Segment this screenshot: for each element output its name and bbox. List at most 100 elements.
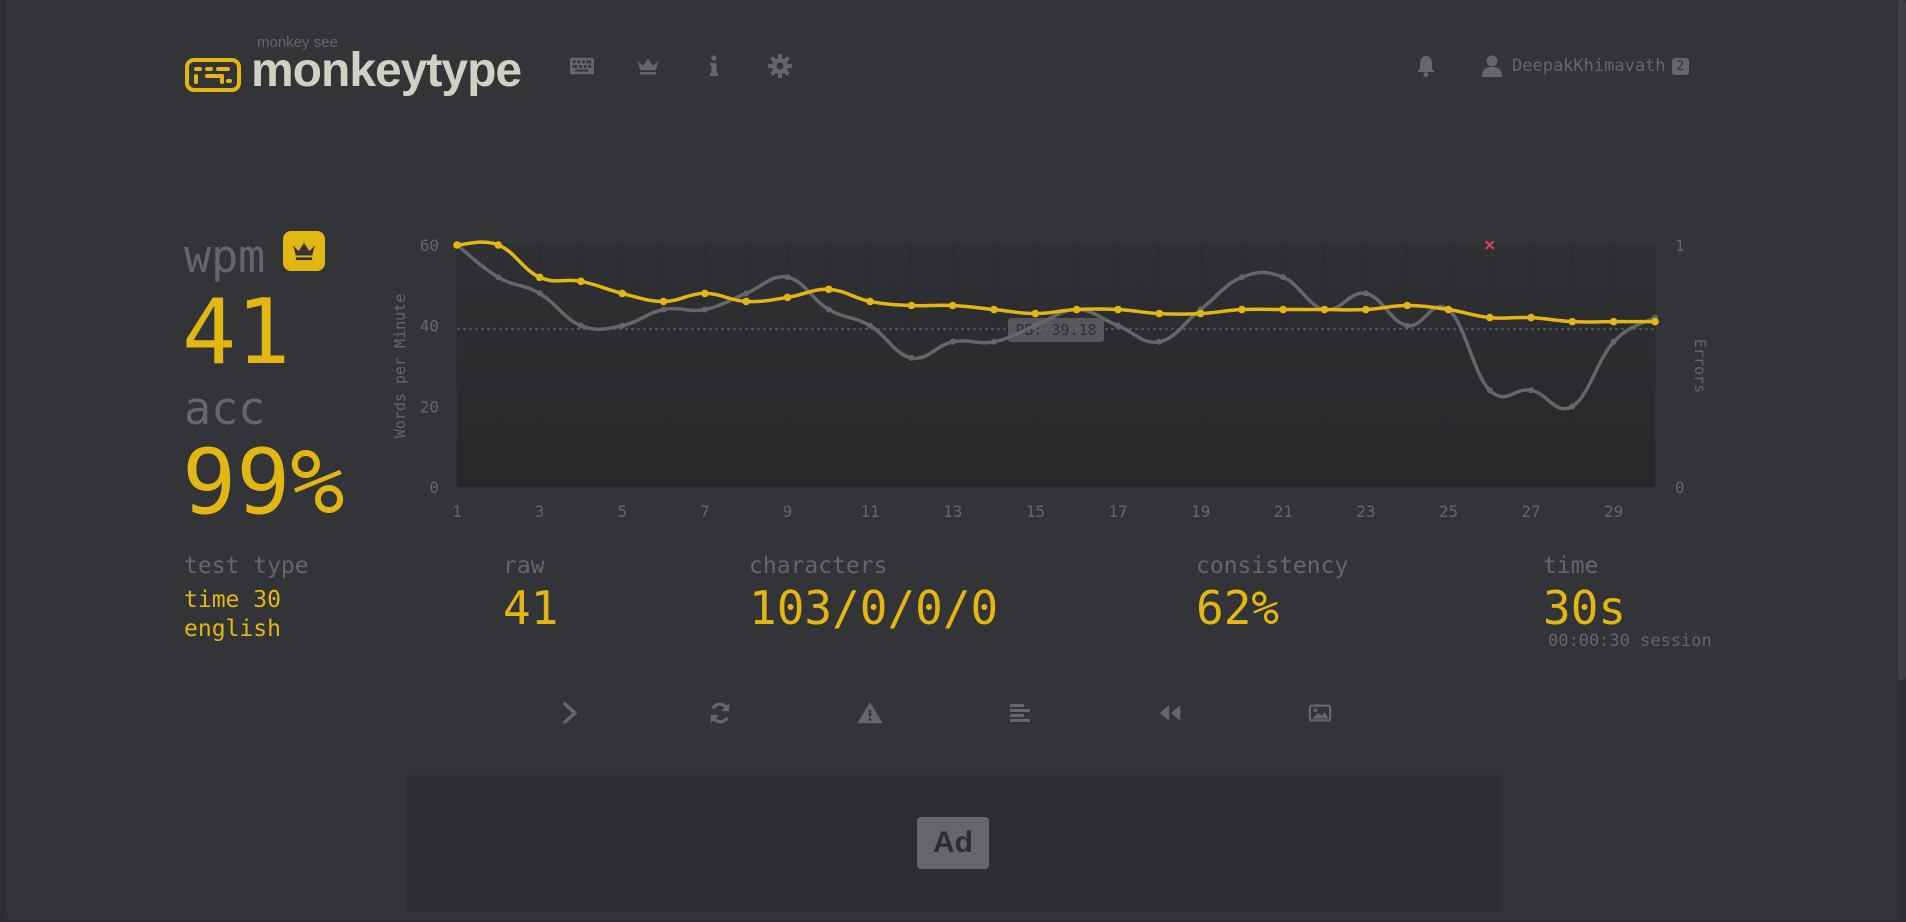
x-tick-label: 21 — [1274, 502, 1293, 521]
data-point-raw — [1362, 290, 1369, 297]
bell-icon[interactable] — [1414, 54, 1438, 78]
replay-icon[interactable] — [1158, 698, 1182, 728]
data-point-raw — [619, 322, 626, 329]
time-value: 30s — [1543, 581, 1627, 635]
account-nav: DeepakKhimavath 2 — [1414, 54, 1690, 78]
gear-icon[interactable] — [768, 54, 792, 78]
data-point-raw — [495, 274, 502, 281]
acc-label: acc — [184, 382, 266, 435]
keyboard-icon[interactable] — [570, 54, 594, 78]
x-tick-label: 19 — [1191, 502, 1210, 521]
data-point-wpm — [742, 297, 750, 306]
data-point-wpm — [824, 285, 833, 294]
y-axis-title: Words per Minute — [391, 294, 409, 439]
test-type-mode: time 30 — [184, 587, 281, 613]
data-point-raw — [1156, 338, 1163, 345]
session-time: 00:00:30 session — [1548, 631, 1712, 651]
data-point-raw — [784, 274, 791, 281]
data-point-wpm — [1031, 309, 1040, 318]
user-account[interactable]: DeepakKhimavath 2 — [1482, 55, 1690, 77]
characters-label: characters — [749, 553, 888, 579]
data-point-wpm — [1568, 317, 1577, 326]
data-point-raw — [867, 322, 874, 329]
y-tick-label: 60 — [420, 236, 439, 255]
x-tick-label: 3 — [535, 502, 545, 521]
pb-label-box — [1008, 317, 1104, 342]
data-point-raw — [1404, 322, 1411, 329]
data-point-wpm — [866, 297, 874, 306]
y-tick-label: 40 — [420, 317, 439, 336]
data-point-raw — [1486, 387, 1493, 394]
data-point-raw — [825, 306, 832, 313]
ad-slot[interactable]: Ad — [406, 775, 1500, 911]
wpm-value: 41 — [182, 280, 291, 385]
data-point-wpm — [1155, 309, 1164, 318]
data-point-wpm — [1527, 313, 1535, 322]
data-point-wpm — [701, 289, 709, 298]
logo[interactable]: monkey see monkeytype — [185, 34, 522, 97]
data-point-wpm — [1403, 301, 1411, 310]
data-point-wpm — [659, 297, 668, 306]
raw-value: 41 — [503, 581, 559, 635]
data-point-raw — [660, 306, 667, 313]
data-point-raw — [1569, 403, 1576, 410]
data-point-raw — [908, 354, 915, 361]
data-point-raw — [1032, 322, 1039, 329]
info-icon[interactable] — [702, 54, 726, 78]
x-tick-label: 1 — [452, 502, 462, 521]
data-point-raw — [701, 306, 708, 313]
data-point-wpm — [1072, 305, 1081, 314]
pb-crown-icon — [283, 231, 325, 271]
data-point-raw — [1280, 274, 1287, 281]
data-point-raw — [949, 338, 956, 345]
data-point-raw — [1238, 274, 1245, 281]
scrollbar[interactable] — [1898, 0, 1906, 680]
logo-subtitle: monkey see — [257, 34, 338, 51]
data-point-raw — [1610, 338, 1617, 345]
data-point-wpm — [1485, 313, 1494, 322]
data-point-raw — [577, 322, 584, 329]
y-tick-label: 20 — [420, 397, 439, 416]
x-tick-label: 17 — [1108, 502, 1127, 521]
y2-tick-label: 0 — [1675, 478, 1685, 497]
x-tick-label: 5 — [617, 502, 627, 521]
data-point-wpm — [1238, 305, 1246, 314]
data-point-wpm — [1320, 305, 1329, 314]
data-point-wpm — [453, 241, 461, 249]
x-tick-label: 27 — [1521, 502, 1540, 521]
y2-tick-label: 1 — [1675, 236, 1685, 255]
test-type-language: english — [184, 616, 281, 642]
x-tick-label: 13 — [943, 502, 962, 521]
ad-badge: Ad — [917, 817, 989, 869]
logo-icon — [185, 58, 241, 92]
wpm-label: wpm — [184, 230, 266, 283]
report-warning-icon[interactable] — [858, 698, 882, 728]
data-point-wpm — [1362, 305, 1370, 314]
user-icon — [1482, 55, 1502, 77]
username: DeepakKhimavath — [1512, 56, 1666, 76]
x-tick-label: 25 — [1439, 502, 1458, 521]
test-type-label: test type — [184, 553, 309, 579]
data-point-wpm — [1444, 305, 1453, 314]
x-tick-label: 9 — [783, 502, 793, 521]
acc-value: 99% — [182, 430, 345, 535]
leaderboard-crown-icon[interactable] — [636, 54, 660, 78]
y-tick-label: 0 — [429, 478, 439, 497]
screenshot-icon[interactable] — [1308, 698, 1332, 728]
restart-icon[interactable] — [708, 698, 732, 728]
consistency-value: 62% — [1196, 581, 1280, 635]
x-tick-label: 15 — [1026, 502, 1045, 521]
characters-value: 103/0/0/0 — [749, 581, 999, 635]
logo-title: monkeytype — [251, 44, 522, 97]
data-point-wpm — [1114, 305, 1122, 314]
logo-text-block: monkey see monkeytype — [251, 34, 522, 97]
next-test-icon[interactable] — [558, 698, 582, 728]
data-point-wpm — [1196, 309, 1205, 318]
x-tick-label: 29 — [1604, 502, 1623, 521]
data-point-wpm — [1609, 317, 1618, 326]
plot-area — [457, 245, 1655, 487]
words-history-icon[interactable] — [1008, 698, 1032, 728]
data-point-wpm — [494, 241, 503, 249]
level-badge: 2 — [1671, 57, 1690, 75]
